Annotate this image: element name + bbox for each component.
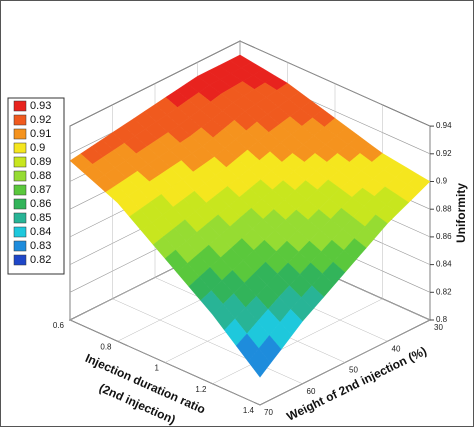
surface-cell [212,272,303,378]
legend-label: 0.91 [30,128,51,140]
x-tick-label: 1.2 [195,385,207,394]
x-tick-label: 0.6 [53,321,65,330]
z-tick-label: 0.88 [436,204,452,213]
z-tick-label: 0.94 [436,121,452,130]
legend-label: 0.85 [30,212,51,224]
surface-cell [254,230,346,322]
legend-label: 0.92 [30,114,51,126]
x-tick-label: 1 [155,364,160,373]
legend-label: 0.89 [30,156,51,168]
surface-cell [249,153,341,231]
surface-cell [339,153,431,224]
z-tick-label: 0.92 [436,149,452,158]
y-tick-label: 50 [349,366,358,375]
legend: 0.93 0.92 0.91 0.9 0.89 0.88 0.87 0.86 0.85 0.84 0… [7,97,65,275]
z-tick-label: 0.82 [436,287,452,296]
surface-cell [159,146,251,224]
surface-cell [292,117,383,189]
surface-cell [164,223,256,315]
legend-swatch [13,240,27,252]
z-tick-label: 0.84 [436,260,452,269]
legend-swatch [13,100,27,112]
y-tick-label: 60 [307,387,316,396]
z-axis-label: Uniformity [454,183,468,243]
surface-patch [247,348,271,378]
z-tick-label: 0.9 [436,177,448,186]
legend-swatch [13,128,27,140]
legend-swatch [13,226,27,238]
legend-swatch [13,114,27,126]
legend-swatch [13,212,27,224]
z-tick-label: 0.8 [436,315,448,324]
x-tick-label: 0.8 [100,342,112,351]
surface-cell [197,54,288,112]
legend-label: 0.83 [30,240,51,252]
legend-label: 0.84 [30,226,51,238]
legend-label: 0.93 [30,100,51,112]
y-tick-label: 30 [434,323,443,332]
y-tick-label: 70 [264,408,273,417]
legend-swatch [13,156,27,168]
legend-swatch [13,198,27,210]
surface-cell [207,188,298,273]
grid-line [69,126,261,406]
surface-cell [112,104,203,175]
z-tick-label: 0.86 [436,232,452,241]
legend-label: 0.88 [30,170,51,182]
y-tick-label: 40 [392,344,401,353]
legend-swatch [13,142,27,154]
legend-swatch [13,184,27,196]
legend-label: 0.82 [30,254,51,266]
legend-swatch [13,170,27,182]
legend-label: 0.9 [30,142,45,154]
legend-label: 0.86 [30,198,51,210]
surface-cell [154,75,246,147]
x-tick-label: 1.4 [243,406,255,415]
legend-swatch [13,254,27,266]
surface-cell [117,174,208,259]
surface-cell [202,111,293,189]
legend-label: 0.87 [30,184,51,196]
